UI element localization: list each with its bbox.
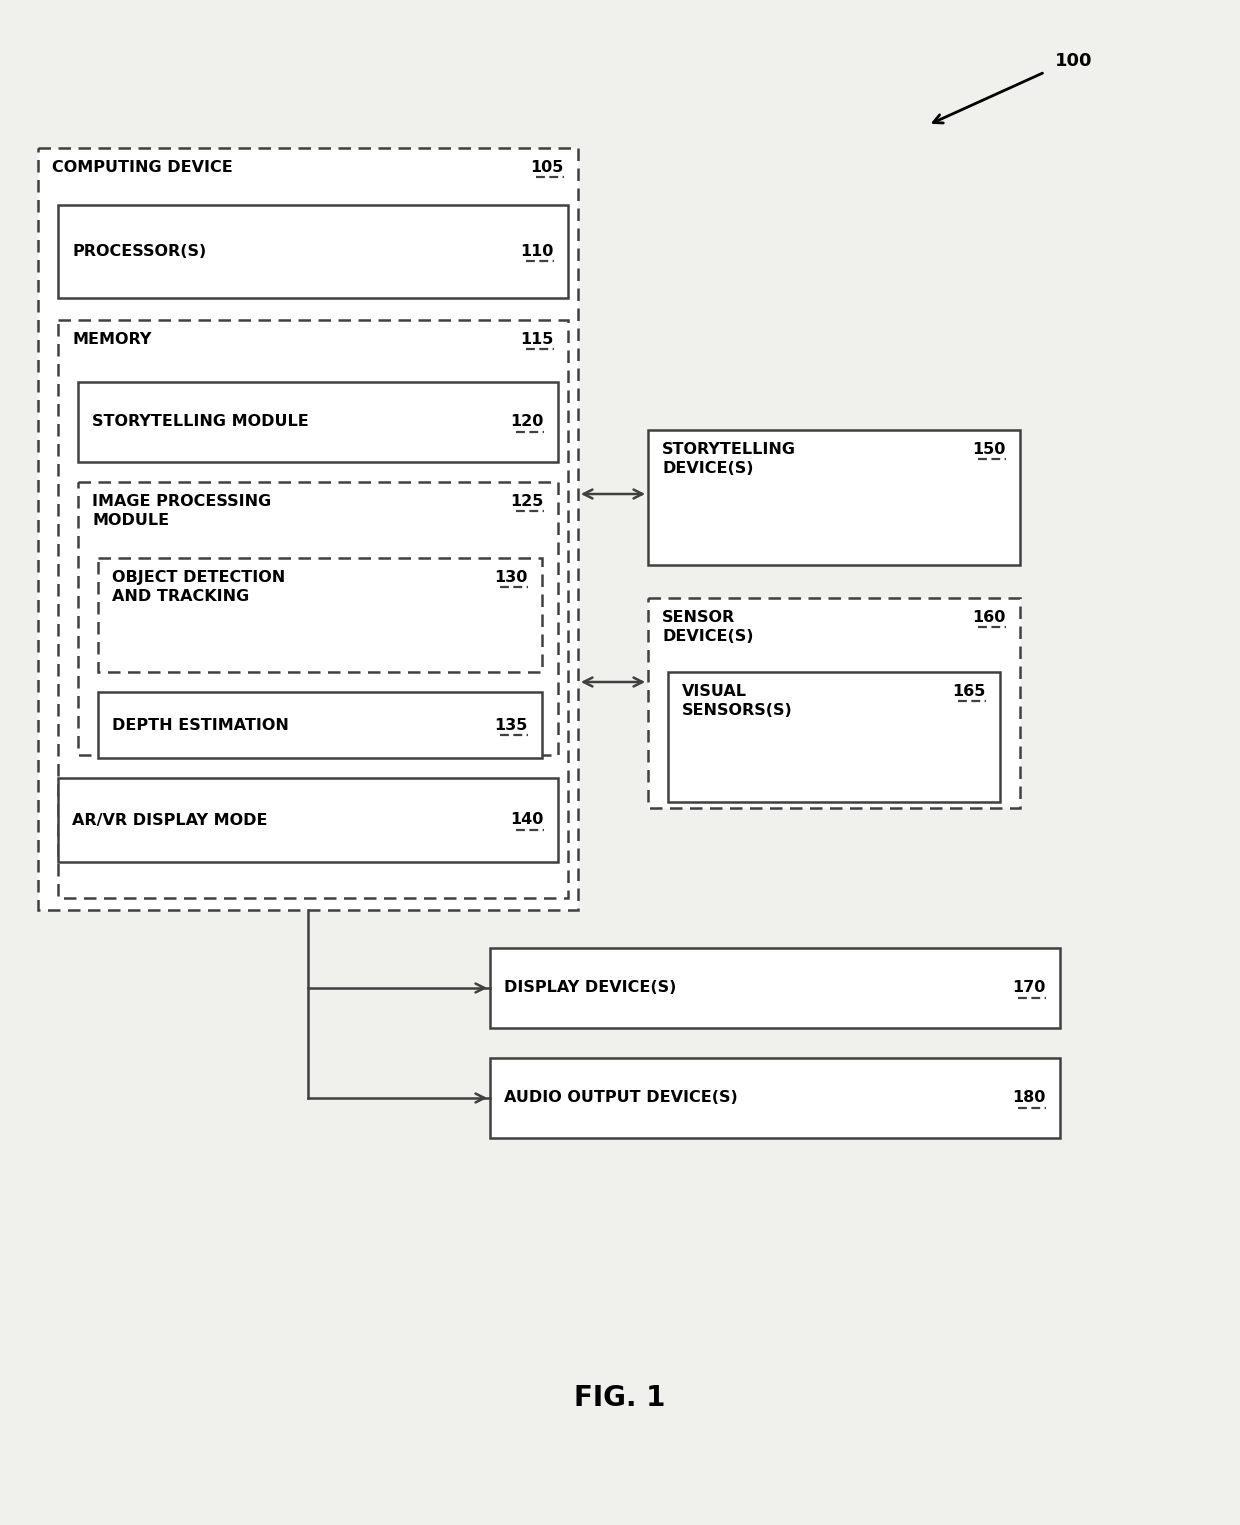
Text: 115: 115 (521, 332, 554, 348)
Text: FIG. 1: FIG. 1 (574, 1385, 666, 1412)
Text: 140: 140 (511, 813, 544, 828)
Text: 170: 170 (1013, 981, 1047, 996)
Bar (649, 430, 1021, 564)
Text: 180: 180 (1013, 1090, 1047, 1106)
Bar (98, 692, 542, 758)
Text: 130: 130 (495, 570, 528, 586)
Text: 120: 120 (511, 415, 544, 430)
Text: 110: 110 (521, 244, 554, 259)
Text: DISPLAY DEVICE(S): DISPLAY DEVICE(S) (503, 981, 676, 996)
Text: STORYTELLING MODULE: STORYTELLING MODULE (92, 415, 309, 430)
Text: 150: 150 (972, 442, 1006, 457)
Text: IMAGE PROCESSING
MODULE: IMAGE PROCESSING MODULE (92, 494, 272, 528)
Text: AUDIO OUTPUT DEVICE(S): AUDIO OUTPUT DEVICE(S) (503, 1090, 738, 1106)
Bar (668, 673, 999, 802)
Text: OBJECT DETECTION
AND TRACKING: OBJECT DETECTION AND TRACKING (112, 570, 285, 604)
Bar (58, 204, 568, 297)
Text: MEMORY: MEMORY (72, 332, 151, 348)
Bar (490, 949, 1060, 1028)
Bar (58, 778, 558, 862)
Text: STORYTELLING
DEVICE(S): STORYTELLING DEVICE(S) (662, 442, 796, 476)
Text: AR/VR DISPLAY MODE: AR/VR DISPLAY MODE (72, 813, 268, 828)
Text: 135: 135 (495, 717, 528, 732)
Text: COMPUTING DEVICE: COMPUTING DEVICE (52, 160, 233, 175)
Text: 160: 160 (972, 610, 1006, 625)
Bar (490, 1058, 1060, 1138)
Bar (98, 558, 542, 673)
Text: 105: 105 (531, 160, 564, 175)
Bar (78, 482, 558, 755)
Text: PROCESSOR(S): PROCESSOR(S) (72, 244, 206, 259)
Bar (78, 381, 558, 462)
Text: 165: 165 (952, 685, 986, 698)
Bar (649, 598, 1021, 808)
Bar (58, 320, 568, 898)
Text: VISUAL
SENSORS(S): VISUAL SENSORS(S) (682, 685, 792, 718)
Text: SENSOR
DEVICE(S): SENSOR DEVICE(S) (662, 610, 754, 644)
Bar (38, 148, 578, 910)
Text: 125: 125 (511, 494, 544, 509)
Text: DEPTH ESTIMATION: DEPTH ESTIMATION (112, 717, 289, 732)
Text: 100: 100 (1055, 52, 1092, 70)
